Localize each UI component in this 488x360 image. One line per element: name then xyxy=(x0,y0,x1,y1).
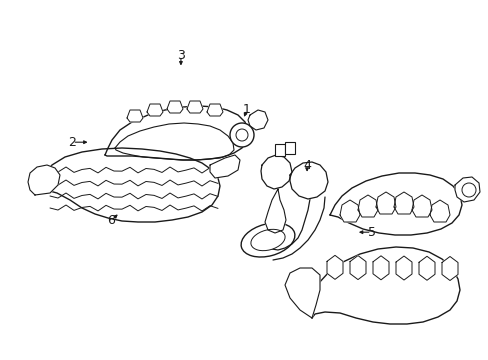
Polygon shape xyxy=(28,165,60,195)
Polygon shape xyxy=(372,256,388,280)
Polygon shape xyxy=(264,189,285,233)
Polygon shape xyxy=(127,110,142,122)
Polygon shape xyxy=(375,192,395,214)
Circle shape xyxy=(229,123,253,147)
Polygon shape xyxy=(206,104,223,116)
Bar xyxy=(274,144,285,156)
Text: 2: 2 xyxy=(68,136,76,149)
Ellipse shape xyxy=(241,223,294,257)
Circle shape xyxy=(461,183,475,197)
Text: 4: 4 xyxy=(303,159,310,172)
Bar xyxy=(285,142,294,154)
Polygon shape xyxy=(285,268,319,318)
Polygon shape xyxy=(209,155,240,178)
Text: 3: 3 xyxy=(177,49,184,62)
Polygon shape xyxy=(289,162,327,199)
Polygon shape xyxy=(339,200,359,222)
Polygon shape xyxy=(393,192,413,214)
Polygon shape xyxy=(395,256,411,280)
Polygon shape xyxy=(411,195,431,217)
Polygon shape xyxy=(326,255,342,279)
Ellipse shape xyxy=(250,229,285,251)
Text: 1: 1 xyxy=(243,103,250,116)
Polygon shape xyxy=(186,101,203,113)
Text: 6: 6 xyxy=(107,214,115,227)
Polygon shape xyxy=(357,195,377,217)
Text: 5: 5 xyxy=(367,226,375,239)
Polygon shape xyxy=(261,155,291,189)
Polygon shape xyxy=(329,173,461,235)
Polygon shape xyxy=(418,256,434,280)
Polygon shape xyxy=(105,106,247,160)
Polygon shape xyxy=(441,256,457,280)
Polygon shape xyxy=(147,104,163,116)
Polygon shape xyxy=(309,247,459,324)
Polygon shape xyxy=(454,177,479,202)
Polygon shape xyxy=(429,200,449,222)
Polygon shape xyxy=(349,256,365,280)
Polygon shape xyxy=(167,101,183,113)
Polygon shape xyxy=(35,148,220,222)
Polygon shape xyxy=(247,110,267,130)
